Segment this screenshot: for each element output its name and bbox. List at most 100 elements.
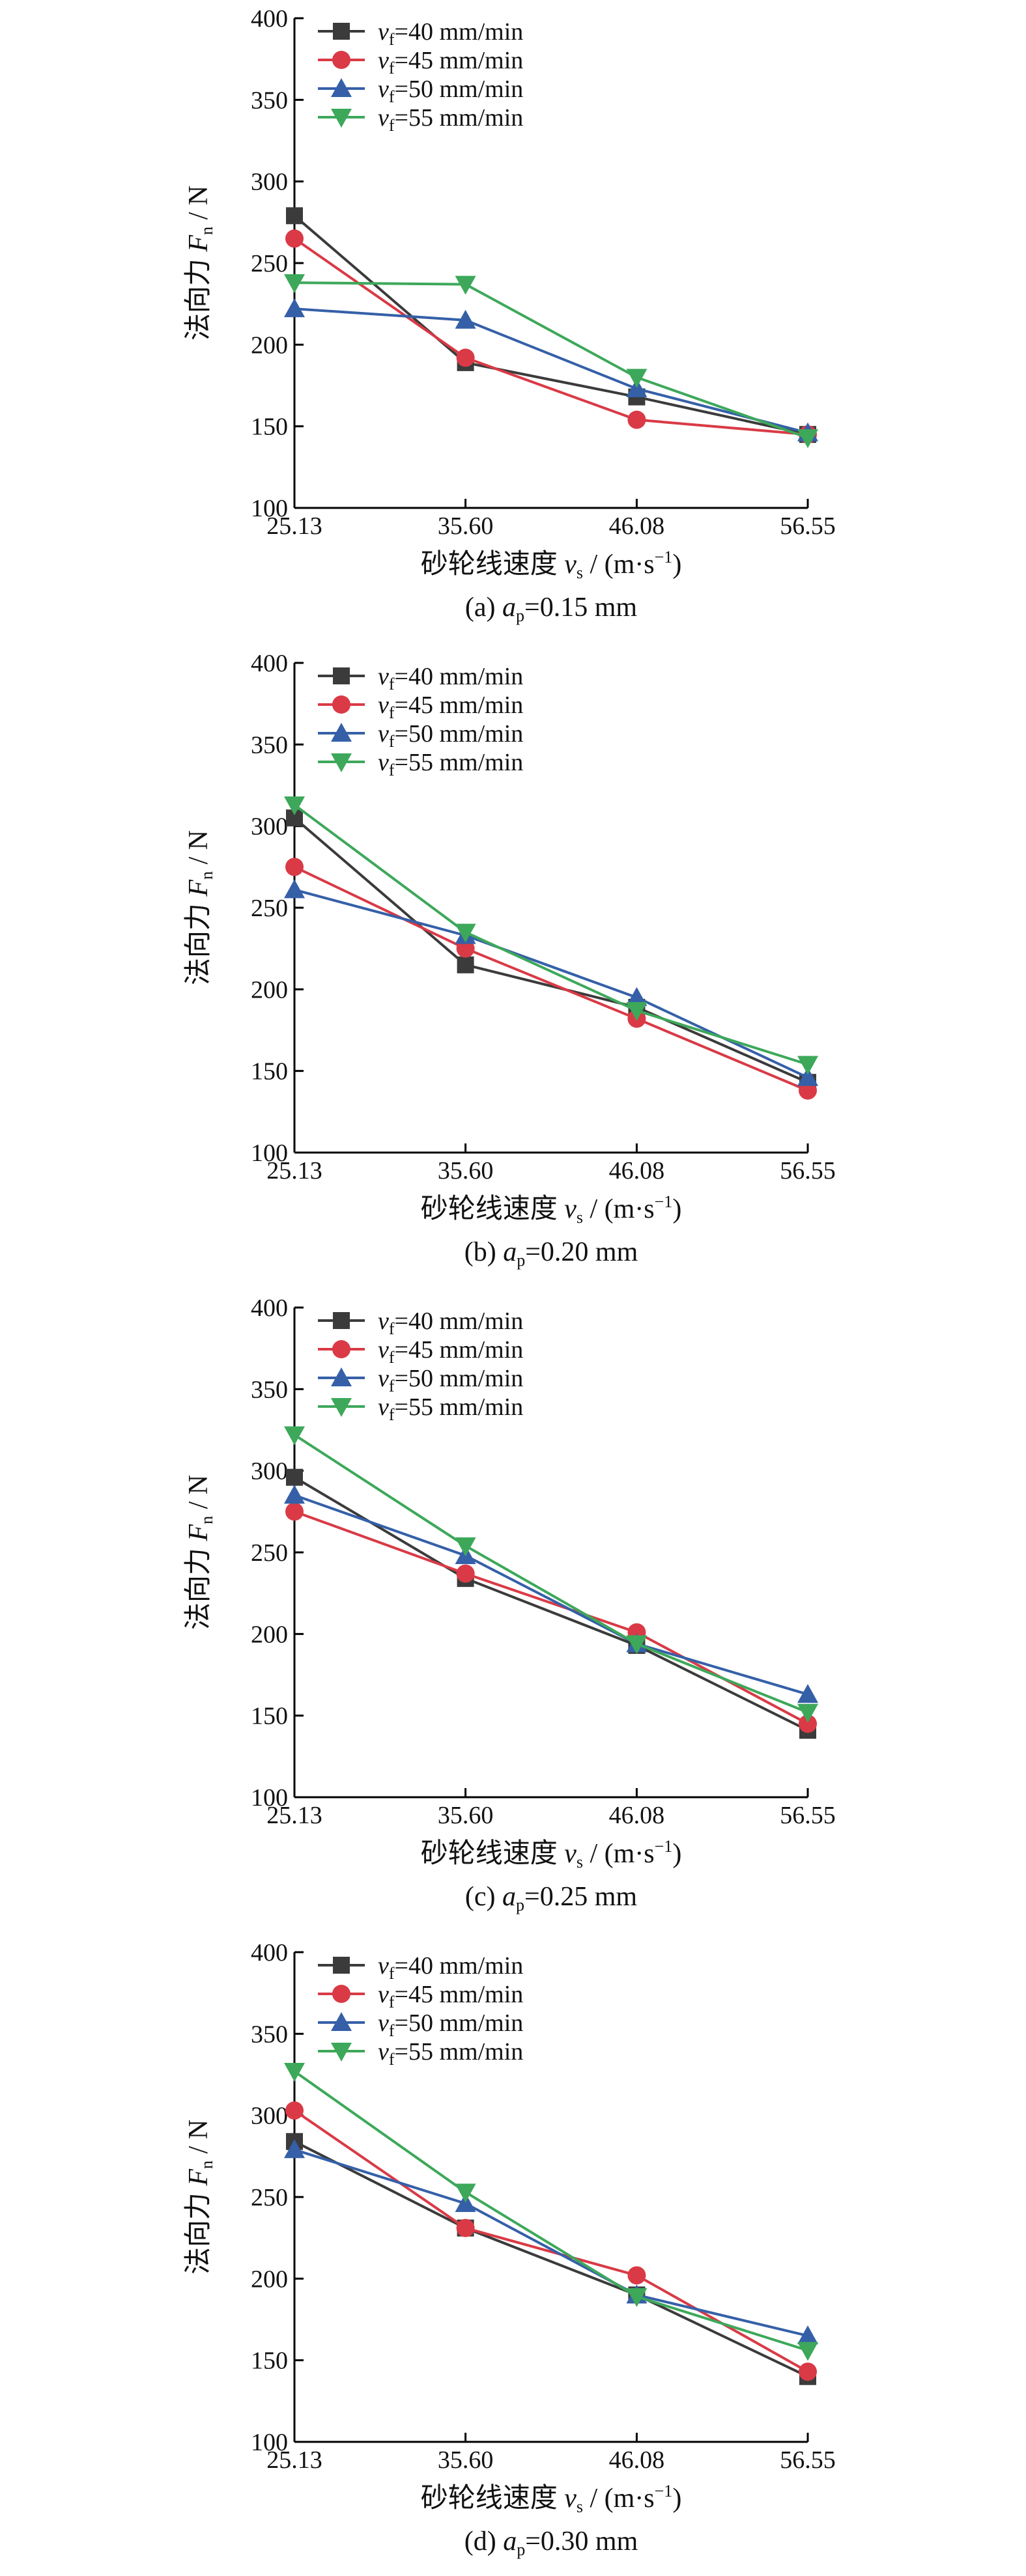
legend-label: vf=40 mm/min [378,18,523,49]
legend-marker [331,723,352,742]
data-point [799,1715,817,1733]
y-tick-label: 150 [251,413,288,441]
x-tick-label: 56.55 [780,1802,836,1829]
series-line [293,804,808,1066]
data-point [455,1537,476,1556]
data-point [286,1468,303,1486]
series-line [294,2148,808,2338]
data-point [626,1001,648,1021]
series-line [294,307,808,434]
legend-label: vf=50 mm/min [378,720,523,751]
y-tick-label: 300 [251,169,288,196]
legend-marker [332,51,350,69]
series-4 [284,2062,818,2361]
panel-caption: (c) ap=0.25 mm [465,1882,637,1914]
y-tick-label: 250 [251,1539,288,1567]
data-point [286,207,303,225]
x-tick-label: 46.08 [609,1802,665,1829]
legend-label: vf=45 mm/min [378,692,523,722]
x-tick-label: 25.13 [266,1802,322,1829]
x-tick-label: 25.13 [266,512,322,540]
y-tick-label: 250 [251,2184,288,2211]
y-tick-label: 250 [251,250,288,277]
data-point [285,858,304,876]
y-axis-label: 法向力 Fn / N [184,186,216,341]
x-tick-label: 46.08 [609,2446,665,2474]
legend-marker [331,109,352,128]
data-point [797,1703,818,1723]
legend-label: vf=45 mm/min [378,1336,523,1367]
data-point [456,2219,475,2237]
series-line [294,865,808,1092]
y-tick-label: 400 [251,1295,288,1322]
panel-caption: (d) ap=0.30 mm [464,2527,638,2559]
x-tick-label: 35.60 [438,2446,494,2474]
x-tick-label: 35.60 [438,1157,494,1184]
legend-label: vf=45 mm/min [378,47,523,77]
legend-marker [331,2043,352,2062]
series-line [294,1494,808,1696]
x-axis-label: 砂轮线速度 vs / (m·s−1) [421,548,682,582]
legend-label: vf=40 mm/min [378,1952,523,1983]
y-tick-label: 100 [251,1784,288,1812]
series-3 [284,2139,818,2345]
data-point [285,1502,304,1521]
series-line [293,1476,808,1732]
y-tick-label: 100 [251,1140,288,1167]
series-1 [286,809,816,1091]
data-point [455,923,476,943]
y-tick-label: 300 [251,2103,288,2130]
y-tick-label: 300 [251,813,288,841]
series-line [294,281,808,440]
x-axis-label: 砂轮线速度 vs / (m·s−1) [421,1837,682,1871]
data-point [797,1684,818,1703]
data-point [455,275,476,295]
data-point [455,2183,476,2203]
legend-marker [331,78,352,97]
legend-marker [331,753,352,772]
series-2 [285,858,817,1100]
legend-label: vf=40 mm/min [378,1308,523,1338]
series-4 [284,274,818,449]
series-line [293,817,808,1084]
data-point [284,2139,305,2159]
legend-label: vf=55 mm/min [378,2038,523,2069]
y-axis-label: 法向力 Fn / N [184,830,216,985]
data-point [797,2342,818,2361]
series-2 [285,2101,817,2381]
data-point [797,429,818,449]
data-point [285,2101,304,2120]
y-tick-label: 200 [251,976,288,1003]
legend-marker [332,1985,350,2003]
data-point [455,309,476,329]
x-tick-label: 25.13 [266,2446,322,2474]
data-point [799,2362,817,2381]
data-point [799,1081,817,1100]
legend-marker [331,1398,352,1417]
y-tick-label: 300 [251,1458,288,1485]
chart-panel: 100 150 200 250 300 350 400 25.13 35.60 46.08 56.5… [184,5,836,625]
y-tick-label: 350 [251,2021,288,2048]
data-point [456,348,475,367]
data-point [626,369,648,388]
data-point [456,1564,475,1583]
data-point [284,1485,305,1504]
data-point [284,879,305,899]
y-tick-label: 250 [251,895,288,922]
y-tick-label: 150 [251,2347,288,2375]
y-axis-label: 法向力 Fn / N [184,1475,216,1630]
x-axis-label: 砂轮线速度 vs / (m·s−1) [421,2482,682,2516]
series-line [293,214,808,436]
data-point [284,274,305,294]
chart-panel: 100 150 200 250 300 350 400 25.13 35.60 46.08 56.5… [184,650,836,1270]
series-4 [284,796,818,1075]
series-line [293,2109,808,2373]
legend-label: vf=45 mm/min [378,1981,523,2011]
legend-label: vf=55 mm/min [378,1393,523,1424]
legend-marker [333,23,350,40]
data-point [284,298,305,318]
data-point [626,378,648,398]
y-tick-label: 200 [251,1621,288,1648]
data-point [626,987,648,1006]
legend-label: vf=55 mm/min [378,749,523,779]
